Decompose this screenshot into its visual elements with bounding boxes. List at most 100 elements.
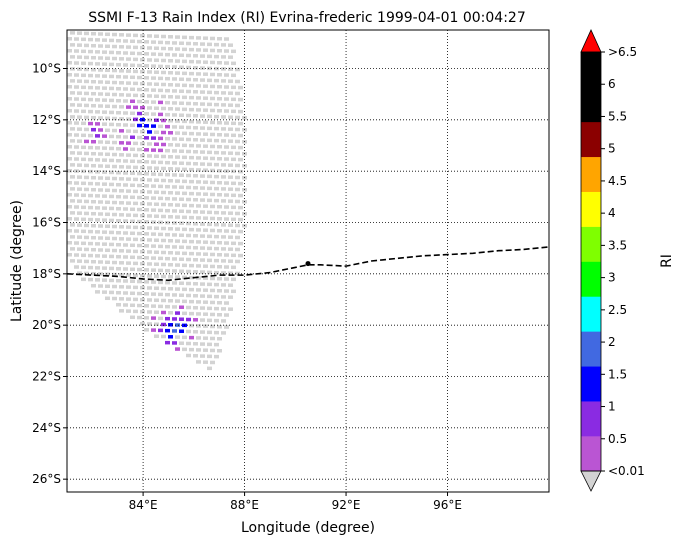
swath-pixel xyxy=(207,282,212,287)
swath-pixel xyxy=(175,47,180,51)
swath-pixel xyxy=(147,70,152,74)
swath-pixel xyxy=(207,42,212,47)
swath-pixel xyxy=(238,97,243,102)
colorbar-tick-label: 5 xyxy=(608,142,616,156)
swath-pixel xyxy=(140,189,145,194)
swath-pixel xyxy=(91,283,96,288)
swath-pixel xyxy=(112,176,117,181)
swath-pixel xyxy=(221,223,226,227)
swath-pixel xyxy=(81,73,86,78)
swath-pixel xyxy=(119,309,124,313)
swath-pixel xyxy=(105,128,110,133)
swath-pixel xyxy=(186,41,191,46)
swath-pixel xyxy=(182,287,187,292)
swath-pixel xyxy=(133,201,138,206)
swath-pixel xyxy=(98,224,103,228)
swath-pixel xyxy=(231,205,236,210)
swath-pixel xyxy=(214,210,219,215)
swath-pixel xyxy=(130,87,135,92)
swath-pixel xyxy=(186,233,191,238)
swath-pixel xyxy=(161,202,166,207)
swath-pixel xyxy=(161,166,166,171)
swath-pixel xyxy=(231,49,236,54)
colorbar-tick-label: 5.5 xyxy=(608,109,627,123)
swath-pixel xyxy=(123,51,128,55)
swath-pixel xyxy=(109,50,114,55)
swath-pixel xyxy=(88,49,93,54)
swath-pixel xyxy=(67,49,72,53)
swath-pixel xyxy=(112,116,117,121)
swath-pixel xyxy=(140,273,145,278)
swath-pixel xyxy=(179,41,184,45)
swath-pixel xyxy=(165,136,170,141)
colorbar-segment xyxy=(581,261,601,297)
swath-pixel xyxy=(116,74,121,79)
swath-pixel xyxy=(196,144,201,148)
swath-pixel xyxy=(200,246,205,250)
y-axis-label: Latitude (degree) xyxy=(9,200,25,322)
swath-pixel xyxy=(67,97,72,101)
swath-pixel xyxy=(144,316,149,320)
swath-pixel xyxy=(175,83,180,87)
swath-pixel xyxy=(98,68,103,72)
swath-pixel xyxy=(130,255,135,260)
swath-pixel xyxy=(200,198,205,202)
swath-pixel xyxy=(228,235,233,239)
swath-pixel xyxy=(147,154,152,158)
swath-pixel xyxy=(119,45,124,49)
swath-pixel xyxy=(165,52,170,57)
swath-pixel xyxy=(196,324,201,328)
swath-pixel xyxy=(189,83,194,88)
swath-pixel xyxy=(88,73,93,78)
swath-pixel xyxy=(119,117,124,121)
swath-pixel xyxy=(200,186,205,190)
swath-pixel xyxy=(231,229,236,234)
swath-pixel xyxy=(70,31,75,35)
swath-pixel xyxy=(116,38,121,43)
colorbar-label: RI xyxy=(659,254,675,268)
swath-pixel xyxy=(102,278,107,282)
swath-pixel xyxy=(196,216,201,220)
swath-pixel xyxy=(224,217,229,221)
swath-pixel xyxy=(102,50,107,54)
swath-pixel xyxy=(154,130,159,134)
swath-pixel xyxy=(221,103,226,107)
swath-pixel xyxy=(112,68,117,73)
swath-pixel xyxy=(133,285,138,290)
swath-pixel xyxy=(81,217,86,222)
swath-pixel xyxy=(175,155,180,159)
swath-pixel xyxy=(140,93,145,98)
swath-pixel xyxy=(147,166,152,170)
swath-pixel xyxy=(161,106,166,111)
swath-pixel xyxy=(165,184,170,189)
swath-pixel xyxy=(137,219,142,224)
swath-pixel xyxy=(112,140,117,145)
swath-pixel xyxy=(179,329,184,333)
swath-pixel xyxy=(102,290,107,294)
swath-pixel xyxy=(91,199,96,204)
swath-pixel xyxy=(102,134,107,138)
swath-pixel xyxy=(70,175,75,179)
swath-pixel xyxy=(84,175,89,180)
swath-pixel xyxy=(77,247,82,251)
swath-pixel xyxy=(102,74,107,78)
swath-pixel xyxy=(172,173,177,177)
swath-pixel xyxy=(130,39,135,44)
swath-pixel xyxy=(210,36,215,41)
swath-pixel xyxy=(235,223,240,228)
swath-pixel xyxy=(140,237,145,242)
swath-pixel xyxy=(217,61,222,65)
swath-pixel xyxy=(193,246,198,250)
swath-pixel xyxy=(105,152,110,157)
swath-pixel xyxy=(203,288,208,292)
swath-pixel xyxy=(221,79,226,83)
swath-pixel xyxy=(175,179,180,183)
swath-pixel xyxy=(200,78,205,82)
swath-pixel xyxy=(214,306,219,311)
swath-pixel xyxy=(214,186,219,191)
storm-center-marker xyxy=(305,261,311,267)
swath-pixel xyxy=(207,126,212,131)
swath-pixel xyxy=(172,185,177,189)
swath-pixel xyxy=(98,200,103,204)
swath-pixel xyxy=(119,105,124,109)
